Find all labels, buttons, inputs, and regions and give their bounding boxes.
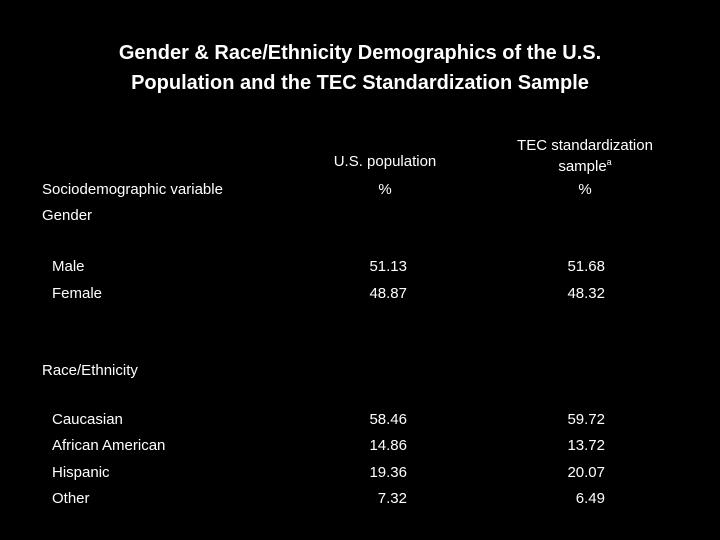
- title-line-2: Population and the TEC Standardization S…: [131, 72, 589, 94]
- header-variable: Sociodemographic variable: [42, 181, 223, 198]
- row-label: Other: [52, 490, 90, 507]
- row-us-value: 51.13: [369, 258, 407, 275]
- header-tec-line-2: samplea: [485, 157, 685, 175]
- row-tec-value: 59.72: [567, 411, 605, 428]
- row-us-value: 7.32: [377, 490, 407, 507]
- row-tec-value: 51.68: [567, 258, 605, 275]
- row-us-value: 19.36: [369, 464, 407, 481]
- row-us-value: 14.86: [369, 437, 407, 454]
- row-label: Female: [52, 285, 103, 302]
- title-line-1: Gender & Race/Ethnicity Demographics of …: [118, 42, 602, 64]
- row-tec-value: 6.49: [575, 490, 605, 507]
- slide-title: Gender & Race/Ethnicity Demographics of …: [0, 38, 720, 98]
- row-label: Caucasian: [52, 411, 123, 428]
- header-us-population: U.S. population: [333, 153, 437, 170]
- section-label-gender: Gender: [42, 207, 93, 224]
- header-tec-line-1: TEC standardization: [517, 137, 653, 154]
- row-tec-value: 48.32: [567, 285, 605, 302]
- row-label: Hispanic: [52, 464, 110, 481]
- row-label: African American: [52, 437, 166, 454]
- section-label-race-ethnicity: Race/Ethnicity: [42, 362, 138, 379]
- header-tec-sample: sample: [558, 158, 607, 175]
- row-us-value: 48.87: [369, 285, 407, 302]
- row-tec-value: 13.72: [567, 437, 605, 454]
- header-tec-unit: %: [578, 181, 592, 198]
- header-us-unit: %: [378, 181, 392, 198]
- row-us-value: 58.46: [369, 411, 407, 428]
- header-tec-footnote-marker: a: [606, 157, 612, 167]
- row-tec-value: 20.07: [567, 464, 605, 481]
- row-label: Male: [52, 258, 85, 275]
